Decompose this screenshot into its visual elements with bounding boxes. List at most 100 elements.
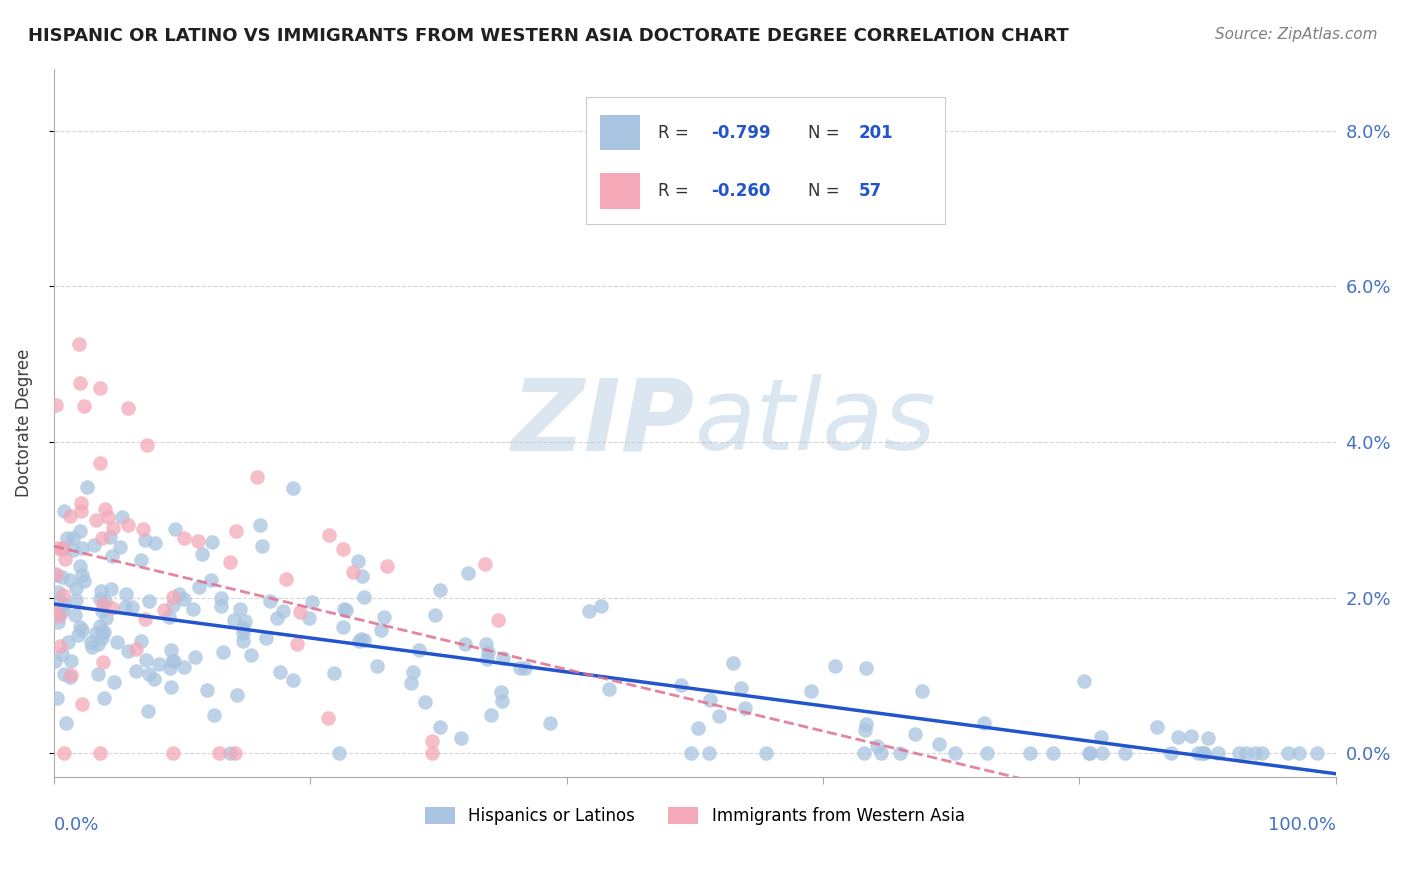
Point — [889, 746, 911, 760]
Point — [281, 481, 304, 495]
Point — [224, 613, 246, 627]
Text: HISPANIC OR LATINO VS IMMIGRANTS FROM WESTERN ASIA DOCTORATE DEGREE CORRELATION : HISPANIC OR LATINO VS IMMIGRANTS FROM WE… — [28, 27, 1069, 45]
Point — [62, 532, 84, 546]
Point — [134, 612, 156, 626]
Point — [269, 665, 291, 679]
Point — [90, 631, 112, 645]
Point — [91, 597, 114, 611]
Point — [73, 574, 96, 588]
Point — [1192, 746, 1215, 760]
Point — [49, 607, 72, 621]
Point — [271, 603, 294, 617]
Point — [1234, 746, 1257, 760]
Point — [159, 660, 181, 674]
Point — [173, 591, 195, 606]
Point — [375, 559, 398, 574]
Point — [117, 401, 139, 415]
Point — [1091, 746, 1114, 760]
Point — [734, 701, 756, 715]
Point — [201, 535, 224, 549]
Point — [730, 681, 752, 695]
Point — [1146, 720, 1168, 734]
Point — [148, 657, 170, 672]
Point — [200, 573, 222, 587]
Point — [429, 583, 451, 598]
Point — [197, 682, 219, 697]
Point — [110, 510, 132, 524]
Point — [866, 739, 889, 753]
Point — [492, 651, 515, 665]
Point — [209, 591, 232, 606]
Point — [333, 601, 356, 615]
Point — [67, 337, 90, 351]
Point — [399, 675, 422, 690]
Point — [187, 534, 209, 549]
Point — [266, 611, 288, 625]
Point — [454, 637, 477, 651]
Point — [94, 593, 117, 607]
Point — [239, 648, 262, 663]
Point — [188, 580, 211, 594]
Point — [754, 746, 776, 760]
Point — [491, 694, 513, 708]
Point — [173, 660, 195, 674]
Point — [53, 551, 76, 566]
Point — [475, 652, 498, 666]
Point — [688, 722, 710, 736]
Point — [474, 557, 496, 571]
Point — [853, 746, 876, 760]
Point — [228, 601, 250, 615]
Point — [855, 717, 877, 731]
Point — [62, 543, 84, 558]
Point — [115, 587, 138, 601]
Point — [56, 531, 79, 545]
Point — [225, 524, 247, 539]
Point — [46, 615, 69, 629]
Point — [160, 654, 183, 668]
Point — [91, 656, 114, 670]
Point — [429, 720, 451, 734]
Point — [259, 594, 281, 608]
Point — [46, 541, 69, 556]
Point — [51, 647, 73, 661]
Point — [69, 558, 91, 573]
Point — [904, 726, 927, 740]
Point — [477, 645, 499, 659]
Point — [49, 640, 72, 654]
Point — [232, 621, 254, 635]
Point — [224, 746, 246, 760]
Point — [108, 541, 131, 555]
Point — [298, 611, 321, 625]
Point — [51, 570, 73, 584]
Point — [211, 599, 233, 614]
Point — [162, 746, 184, 760]
Point — [318, 528, 340, 542]
Point — [136, 438, 159, 452]
Text: 100.0%: 100.0% — [1268, 815, 1336, 833]
Point — [1191, 746, 1213, 760]
Point — [681, 746, 703, 760]
Point — [69, 376, 91, 390]
Point — [89, 457, 111, 471]
Point — [420, 734, 443, 748]
Point — [232, 625, 254, 640]
Point — [124, 642, 146, 657]
Point — [353, 590, 375, 604]
Point — [1288, 746, 1310, 760]
Point — [697, 746, 720, 760]
Point — [160, 643, 183, 657]
Point — [93, 690, 115, 705]
Point — [87, 637, 110, 651]
Point — [72, 623, 94, 637]
Point — [869, 746, 891, 760]
Point — [943, 746, 966, 760]
Point — [94, 501, 117, 516]
Point — [699, 693, 721, 707]
Point — [233, 614, 256, 628]
Point — [1206, 746, 1229, 760]
Point — [332, 542, 354, 557]
Point — [44, 654, 66, 668]
Point — [928, 738, 950, 752]
Point — [100, 530, 122, 544]
Point — [250, 539, 273, 553]
